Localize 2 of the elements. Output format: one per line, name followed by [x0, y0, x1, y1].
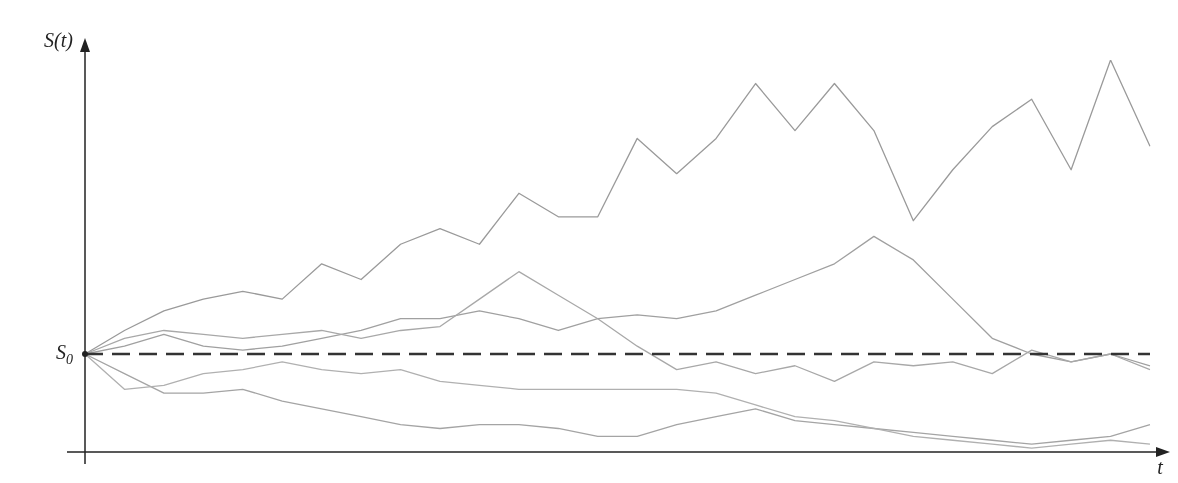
y-axis-title: S(t): [44, 29, 74, 53]
x-axis-title: t: [1157, 456, 1164, 479]
